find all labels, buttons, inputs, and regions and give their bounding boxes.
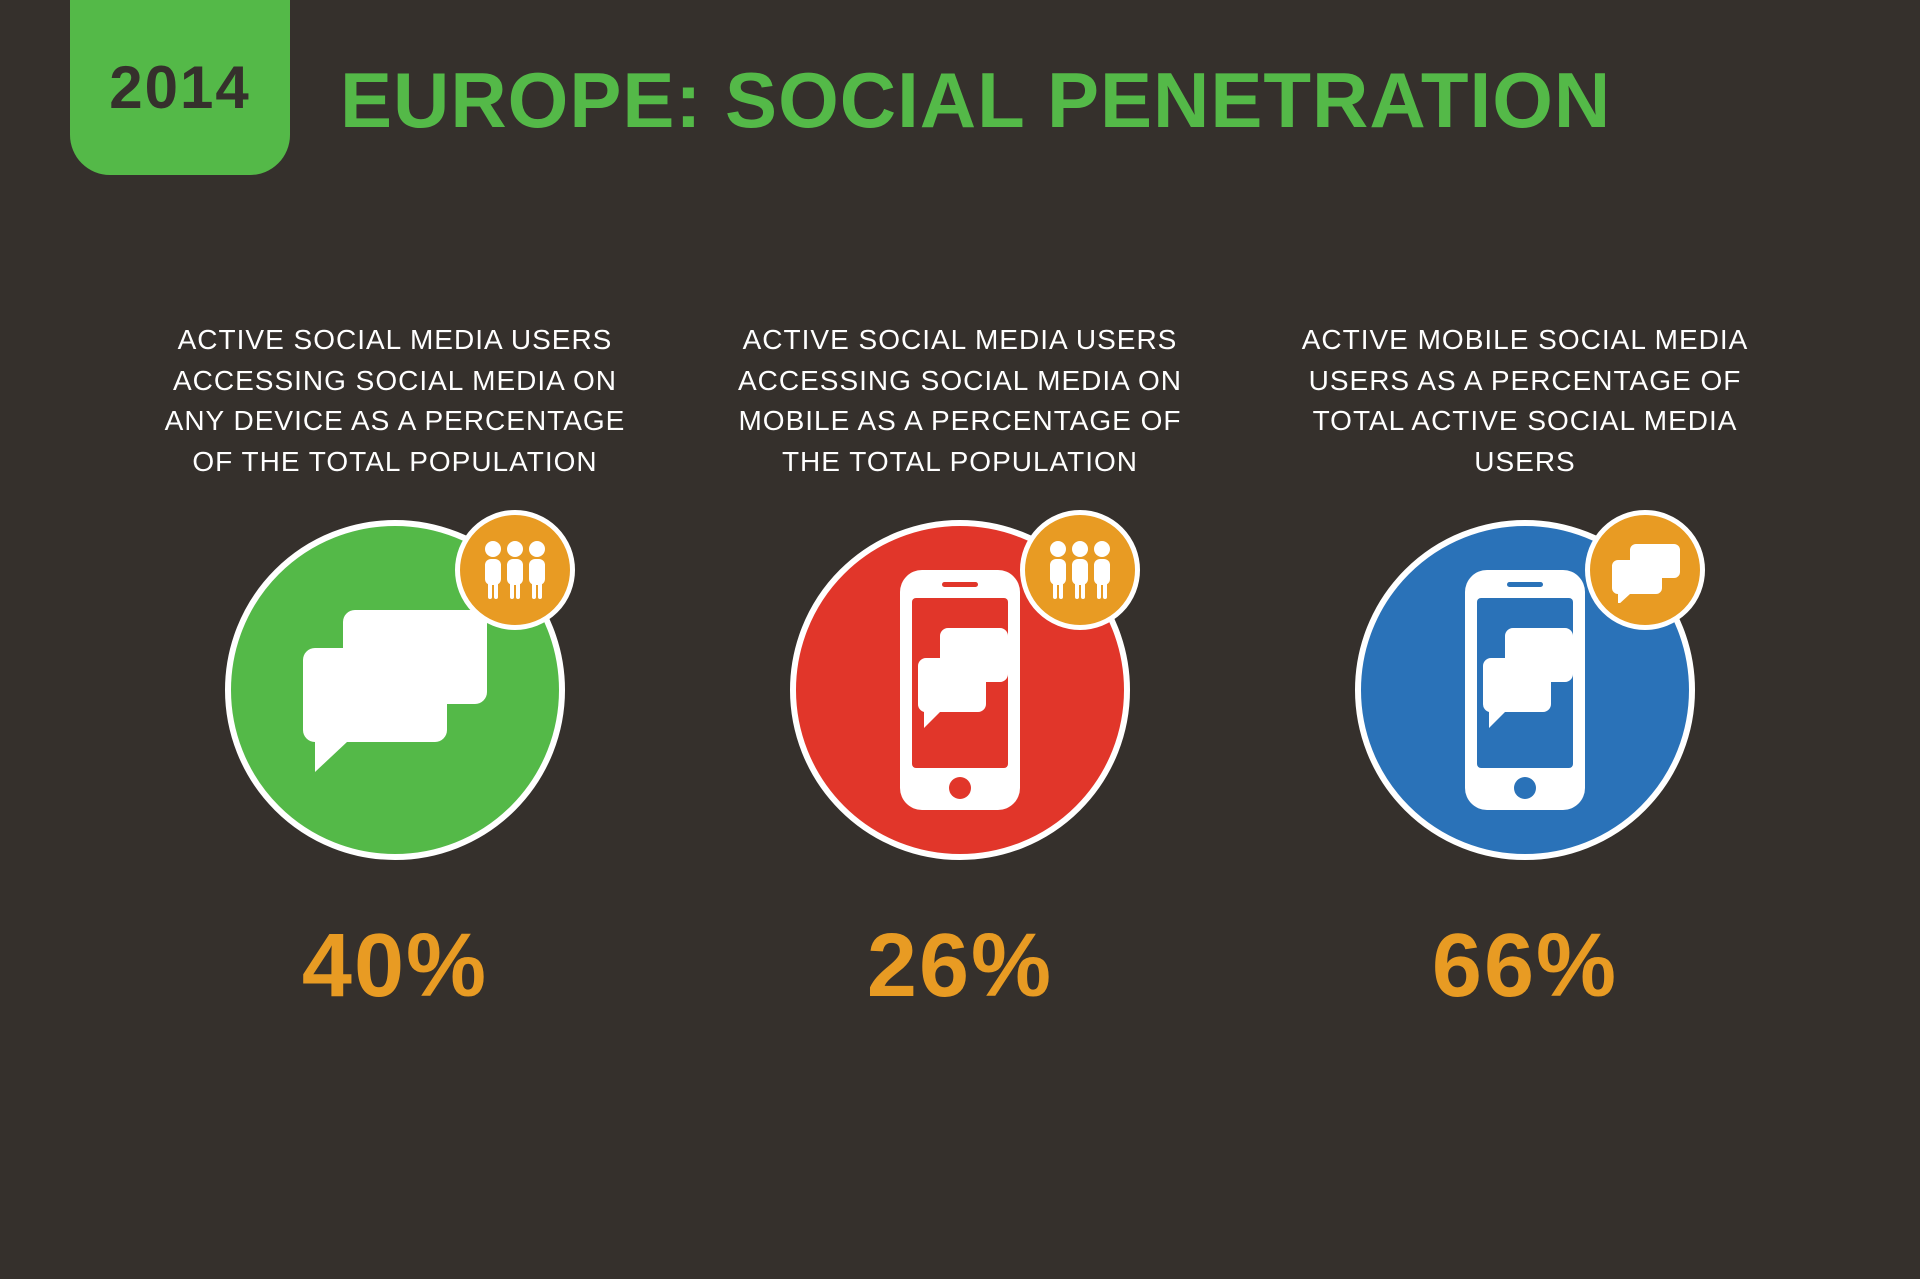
stat-badge	[1585, 510, 1705, 630]
stat-badge	[1020, 510, 1140, 630]
speech-small-icon	[1608, 538, 1683, 603]
stat-column-mobile-share: ACTIVE MOBILE SOCIAL MEDIA USERS AS A PE…	[1275, 320, 1775, 1018]
stat-value: 40%	[302, 915, 488, 1018]
people-icon	[1040, 535, 1120, 605]
year-text: 2014	[109, 53, 250, 122]
stat-circle-wrap	[225, 520, 565, 860]
year-badge: 2014	[70, 0, 290, 175]
stat-value: 26%	[867, 915, 1053, 1018]
phone-speech-icon	[870, 560, 1050, 820]
stat-circle-wrap	[790, 520, 1130, 860]
stat-description: ACTIVE MOBILE SOCIAL MEDIA USERS AS A PE…	[1275, 320, 1775, 500]
stat-badge	[455, 510, 575, 630]
stat-value: 66%	[1432, 915, 1618, 1018]
stats-row: ACTIVE SOCIAL MEDIA USERS ACCESSING SOCI…	[0, 320, 1920, 1018]
stat-description: ACTIVE SOCIAL MEDIA USERS ACCESSING SOCI…	[710, 320, 1210, 500]
phone-speech-icon	[1435, 560, 1615, 820]
people-icon	[475, 535, 555, 605]
stat-column-any-device: ACTIVE SOCIAL MEDIA USERS ACCESSING SOCI…	[145, 320, 645, 1018]
stat-description: ACTIVE SOCIAL MEDIA USERS ACCESSING SOCI…	[145, 320, 645, 500]
stat-circle-wrap	[1355, 520, 1695, 860]
page-title: EUROPE: SOCIAL PENETRATION	[340, 55, 1611, 146]
stat-column-mobile: ACTIVE SOCIAL MEDIA USERS ACCESSING SOCI…	[710, 320, 1210, 1018]
speech-bubbles-icon	[285, 590, 505, 790]
